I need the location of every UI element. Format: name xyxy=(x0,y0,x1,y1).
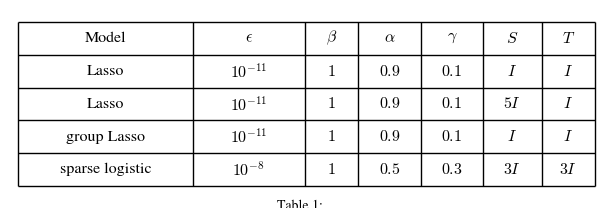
Text: $10^{-8}$: $10^{-8}$ xyxy=(233,161,265,179)
Text: $S$: $S$ xyxy=(506,31,518,46)
Text: Lasso: Lasso xyxy=(87,97,124,111)
Text: $10^{-11}$: $10^{-11}$ xyxy=(230,95,267,113)
Text: Table 1: ...: Table 1: ... xyxy=(277,200,337,208)
Text: $0.9$: $0.9$ xyxy=(379,129,400,144)
Text: $0.9$: $0.9$ xyxy=(379,64,400,79)
Text: $1$: $1$ xyxy=(327,97,336,111)
Text: $1$: $1$ xyxy=(327,129,336,144)
Text: $0.3$: $0.3$ xyxy=(441,162,463,177)
Text: $\beta$: $\beta$ xyxy=(326,29,337,47)
Text: $3I$: $3I$ xyxy=(504,162,521,177)
Text: $I$: $I$ xyxy=(563,129,573,144)
Text: $\gamma$: $\gamma$ xyxy=(447,31,457,46)
Text: Lasso: Lasso xyxy=(87,64,124,78)
Text: $I$: $I$ xyxy=(563,97,573,111)
Text: $10^{-11}$: $10^{-11}$ xyxy=(230,62,267,80)
Text: sparse logistic: sparse logistic xyxy=(60,163,151,176)
Text: $1$: $1$ xyxy=(327,162,336,177)
Text: $5I$: $5I$ xyxy=(504,97,521,111)
Text: $0.9$: $0.9$ xyxy=(379,97,400,111)
Text: $0.5$: $0.5$ xyxy=(379,162,400,177)
Text: $1$: $1$ xyxy=(327,64,336,79)
Text: $I$: $I$ xyxy=(507,64,517,79)
Text: $\alpha$: $\alpha$ xyxy=(384,32,395,45)
Text: Model: Model xyxy=(84,32,126,45)
Text: $I$: $I$ xyxy=(507,129,517,144)
Text: $10^{-11}$: $10^{-11}$ xyxy=(230,128,267,146)
Text: group Lasso: group Lasso xyxy=(66,130,145,144)
Text: $T$: $T$ xyxy=(562,31,575,46)
Text: $0.1$: $0.1$ xyxy=(441,97,463,111)
Text: $0.1$: $0.1$ xyxy=(441,64,463,79)
Text: $0.1$: $0.1$ xyxy=(441,129,463,144)
Text: $3I$: $3I$ xyxy=(559,162,577,177)
Text: $I$: $I$ xyxy=(563,64,573,79)
Text: $\epsilon$: $\epsilon$ xyxy=(245,32,253,45)
